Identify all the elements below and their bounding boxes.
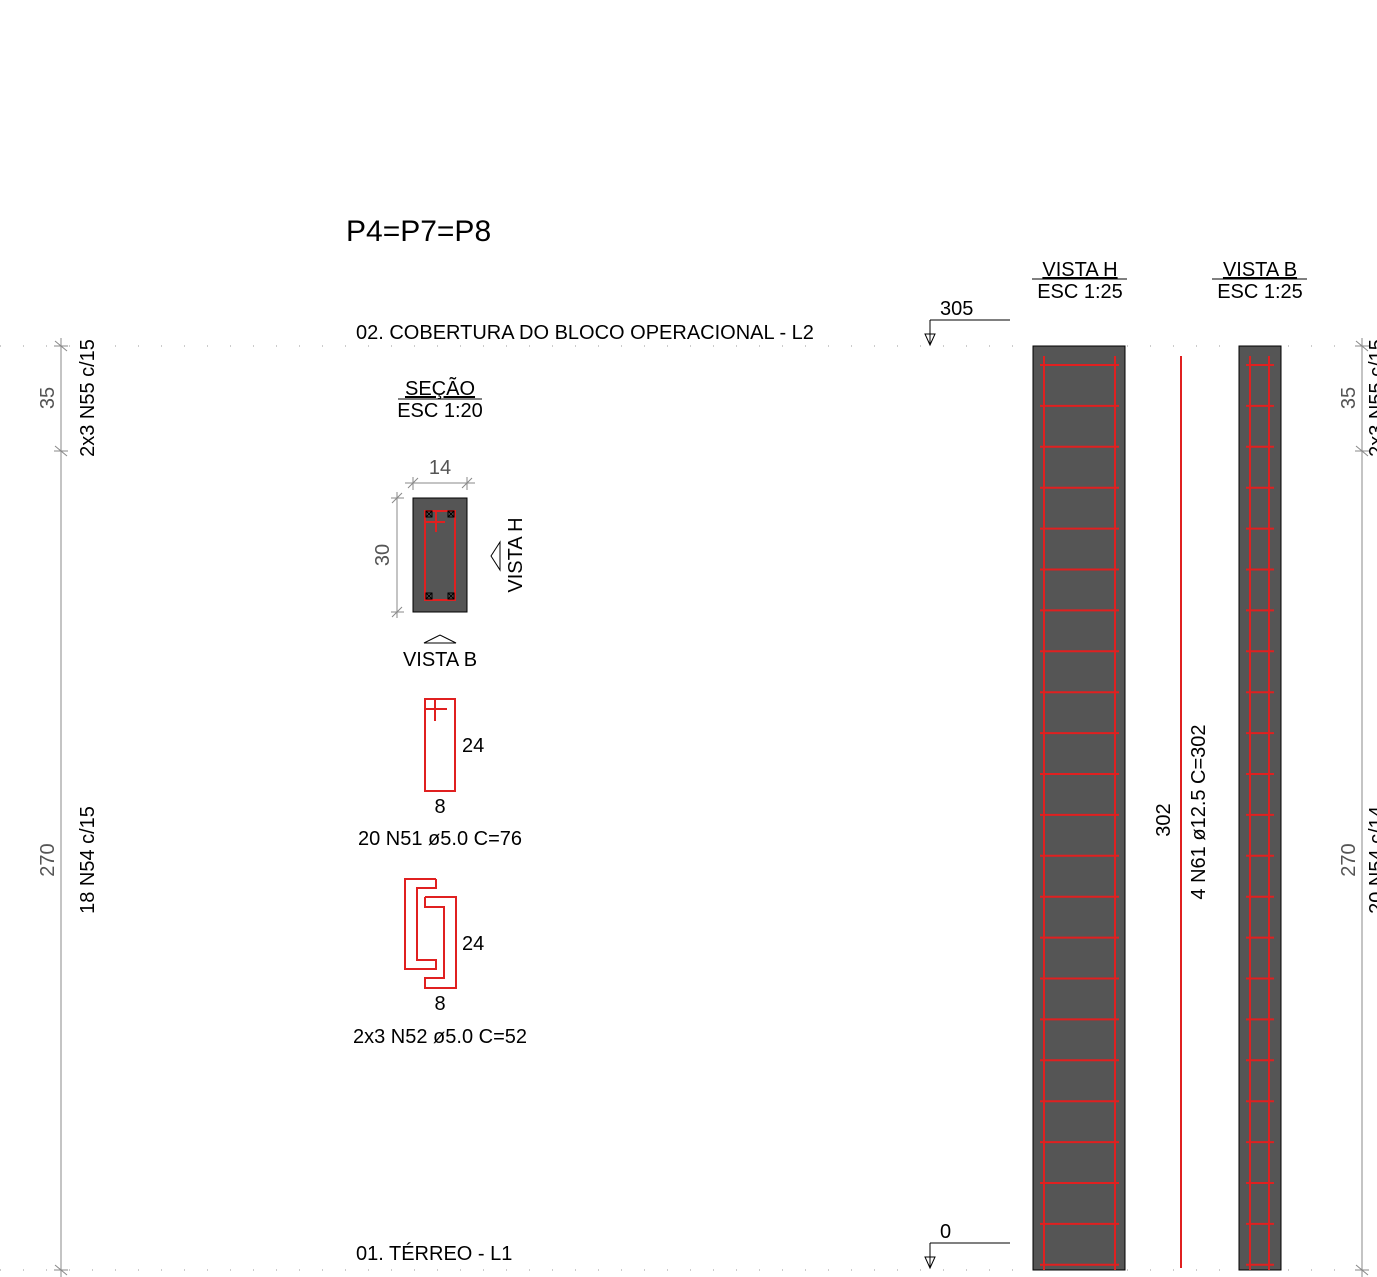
stirrup-closed-width: 8 [434,796,445,818]
right-main-length: 270 [1338,843,1360,876]
corner-bar [447,592,455,600]
section-title: SEÇÃO [405,376,475,400]
view-b-arrow [423,634,457,644]
stirrup-open-width: 8 [434,993,445,1015]
section-width-dim [405,477,475,490]
level-name-bottom: 01. TÉRREO - L1 [356,1242,512,1265]
view-b-column [1238,345,1282,1271]
view-h-title: VISTA H [1042,259,1117,281]
section-scale: ESC 1:20 [397,400,483,422]
left-main-length: 270 [37,843,59,876]
section-cross-section [412,497,468,613]
corner-bar [447,510,455,518]
right-dimension-chain [1355,338,1369,1277]
right-top-length: 35 [1338,387,1360,409]
corner-bar [425,510,433,518]
section-height-dim [391,492,404,618]
elevation-marker-top: 305 [924,298,1010,347]
right-top-label: 2x3 N55 c/15 [1366,339,1377,457]
stirrup-open-label: 2x3 N52 ø5.0 C=52 [353,1026,527,1048]
stirrup-closed-shape [424,698,456,792]
section-height-value: 30 [372,544,394,566]
elevation-bottom-value: 0 [940,1221,951,1243]
view-b-marker: VISTA B [403,649,477,671]
level-name-top: 02. COBERTURA DO BLOCO OPERACIONAL - L2 [356,322,814,344]
long-bar-length: 302 [1153,803,1175,836]
right-main-label: 20 N54 c/14 [1366,806,1377,914]
left-dimension-chain [54,338,68,1277]
long-bar-label: 4 N61 ø12.5 C=302 [1188,724,1210,899]
left-main-label: 18 N54 c/15 [77,806,99,914]
stirrup-closed-height: 24 [462,735,484,757]
section-width-value: 14 [429,457,451,479]
stirrup-closed-label: 20 N51 ø5.0 C=76 [358,828,522,850]
left-top-length: 35 [37,387,59,409]
corner-bar [425,592,433,600]
drawing-title: P4=P7=P8 [346,215,491,248]
view-b-scale: ESC 1:25 [1217,281,1303,303]
view-b-title: VISTA B [1223,259,1297,281]
view-h-column [1032,345,1126,1271]
view-h-marker: VISTA H [505,517,527,592]
stirrup-open-height: 24 [462,933,484,955]
view-h-arrow [490,540,501,572]
elevation-top-value: 305 [940,298,973,320]
left-top-label: 2x3 N55 c/15 [77,339,99,457]
stirrup-open-shape [404,878,457,989]
elevation-marker-bottom: 0 [924,1221,1010,1270]
view-h-scale: ESC 1:25 [1037,281,1123,303]
